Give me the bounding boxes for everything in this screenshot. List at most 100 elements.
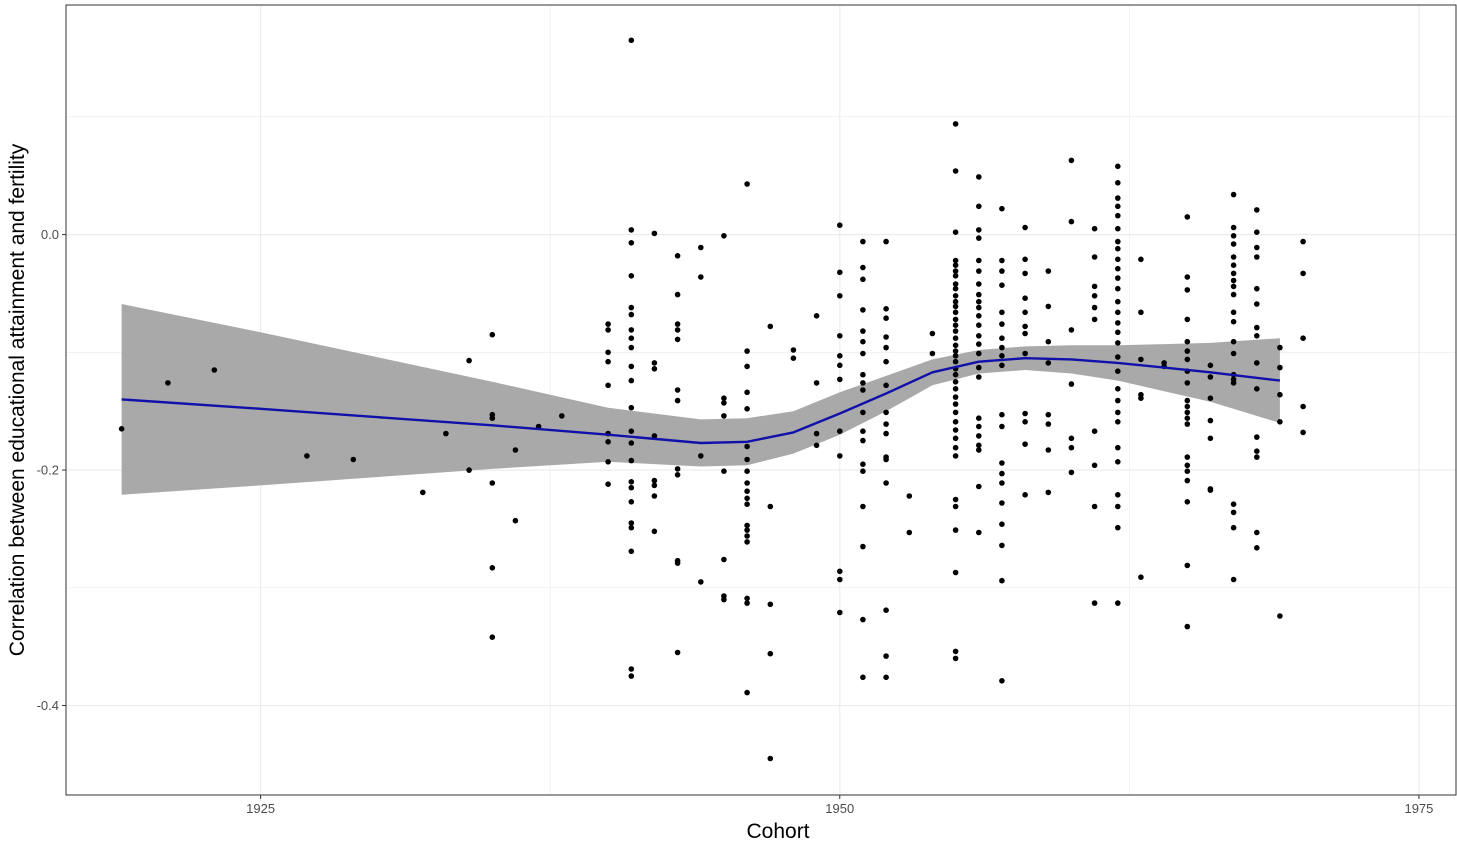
data-point (860, 276, 866, 283)
data-point (1022, 323, 1028, 330)
data-point (512, 517, 519, 524)
data-point (952, 427, 959, 433)
data-point (605, 321, 611, 327)
data-point (605, 481, 611, 488)
data-point (952, 409, 959, 416)
data-point (999, 257, 1005, 264)
data-point (628, 484, 635, 491)
data-point (790, 347, 797, 353)
data-point (698, 579, 704, 585)
data-point (952, 322, 959, 329)
data-point (651, 528, 658, 535)
data-point (860, 264, 866, 271)
data-point (1184, 397, 1191, 404)
data-point (976, 298, 982, 305)
data-point (721, 468, 727, 475)
data-point (698, 244, 704, 251)
data-point (999, 353, 1005, 359)
y-tick-label: -0.2 (37, 463, 59, 478)
data-point (976, 313, 982, 319)
data-point (952, 569, 959, 576)
data-point (1207, 395, 1214, 402)
data-point (976, 350, 982, 357)
data-point (674, 560, 681, 566)
data-point (744, 456, 750, 463)
data-point (1045, 338, 1052, 345)
data-point (1091, 254, 1098, 260)
data-point (976, 442, 982, 449)
data-point (906, 493, 913, 499)
data-point (350, 456, 357, 463)
data-point (837, 362, 843, 369)
data-point (1115, 368, 1121, 375)
data-point (1300, 270, 1306, 277)
data-point (952, 257, 959, 264)
data-point (976, 257, 982, 264)
data-point (1138, 574, 1144, 580)
data-point (860, 387, 866, 393)
data-point (929, 350, 936, 357)
data-point (1091, 462, 1098, 469)
data-point (906, 529, 913, 536)
confidence-ribbon (121, 304, 1280, 495)
data-point (1300, 238, 1306, 245)
data-point (999, 411, 1005, 418)
data-point (1115, 265, 1121, 272)
data-point (1115, 163, 1121, 170)
data-point (813, 430, 820, 437)
data-point (721, 556, 727, 563)
data-point (1254, 207, 1260, 213)
panel-border (65, 4, 1457, 796)
data-point (883, 456, 889, 463)
data-point (744, 363, 750, 370)
data-point (744, 527, 750, 533)
data-point (698, 453, 704, 459)
data-point (767, 503, 774, 510)
data-point (883, 306, 889, 312)
data-point (929, 330, 936, 337)
data-point (1045, 489, 1052, 496)
data-point (1045, 268, 1052, 274)
data-point (1230, 270, 1237, 277)
data-point (952, 262, 959, 269)
data-point (1115, 256, 1121, 263)
data-point (1022, 441, 1028, 448)
data-point (976, 447, 982, 453)
data-point (1207, 417, 1214, 424)
data-point (1230, 233, 1237, 239)
data-point (976, 415, 982, 422)
data-point (1115, 285, 1121, 292)
data-point (883, 674, 889, 681)
data-point (1230, 224, 1237, 231)
data-point (1115, 459, 1121, 465)
data-point (952, 379, 959, 385)
x-tick-label: 1975 (1404, 801, 1433, 816)
data-point (1068, 157, 1075, 164)
data-point (952, 298, 959, 305)
data-point (952, 444, 959, 451)
data-point (883, 430, 889, 437)
data-point (674, 291, 681, 298)
data-point (1091, 225, 1098, 232)
data-point (1184, 499, 1191, 505)
data-point (1115, 503, 1121, 510)
data-point (674, 327, 681, 333)
data-point (837, 222, 843, 228)
data-point (420, 489, 426, 496)
data-point (674, 397, 681, 404)
data-point (952, 273, 959, 279)
data-point (999, 268, 1005, 274)
data-point (1091, 304, 1098, 311)
data-point (1115, 386, 1121, 392)
data-point (837, 376, 843, 383)
x-tick-label: 1925 (246, 801, 275, 816)
data-point (1184, 562, 1191, 569)
data-point (628, 240, 635, 246)
data-point (1115, 409, 1121, 416)
data-point (1230, 277, 1237, 284)
data-point (1254, 229, 1260, 235)
data-point (1045, 303, 1052, 310)
data-point (999, 542, 1005, 549)
data-point (860, 328, 866, 334)
